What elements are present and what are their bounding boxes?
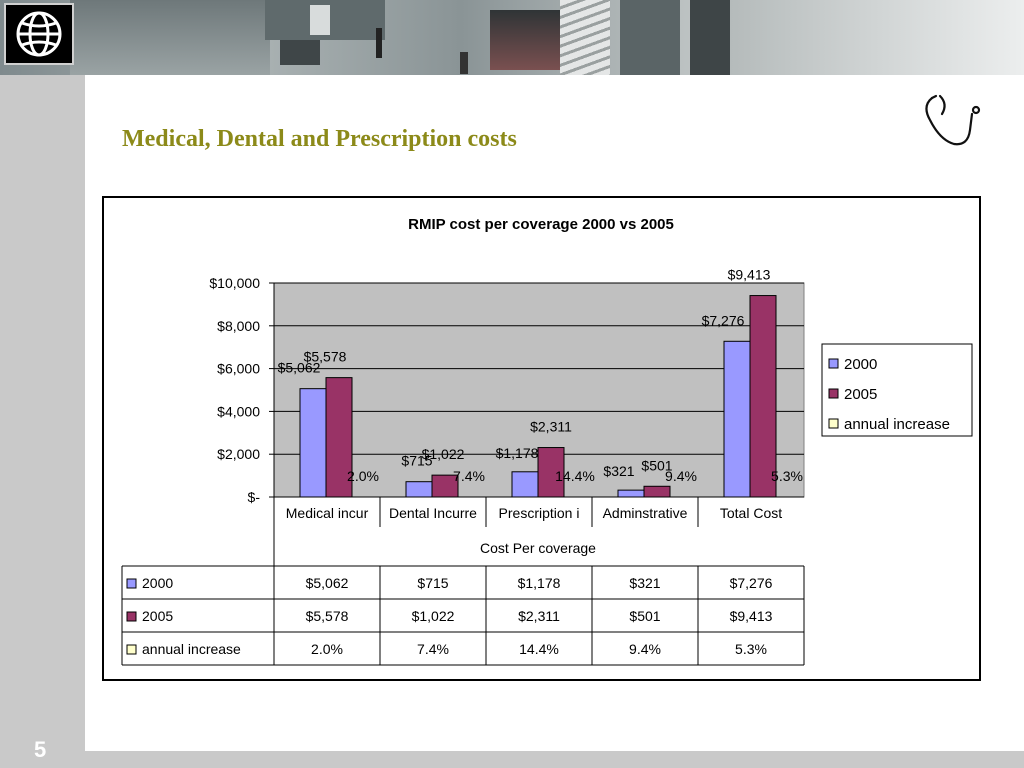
globe-icon <box>16 11 62 57</box>
table-cell: $321 <box>629 575 660 591</box>
table-series-name: 2005 <box>142 608 173 624</box>
data-label-2005: $9,413 <box>728 267 771 283</box>
data-label-increase: 2.0% <box>347 468 379 484</box>
legend-box <box>821 343 973 437</box>
data-label-2005: $5,578 <box>304 349 347 365</box>
table-cell: $1,178 <box>518 575 561 591</box>
y-tick-label: $4,000 <box>217 403 260 419</box>
data-label-2000: $5,062 <box>278 360 321 376</box>
bar-2000 <box>299 388 327 498</box>
table-swatch <box>126 611 137 622</box>
legend-entry: annual increase <box>844 416 950 433</box>
bar-2000 <box>723 340 751 498</box>
y-tick-label: $10,000 <box>209 275 260 291</box>
legend-entry: 2005 <box>844 386 877 403</box>
data-label-2000: $321 <box>603 463 634 479</box>
table-series-name: 2000 <box>142 575 173 591</box>
x-category-label: Dental Incurre <box>389 505 477 521</box>
chart-frame: RMIP cost per coverage 2000 vs 2005 $- $2… <box>102 196 981 681</box>
stethoscope-icon <box>925 94 981 146</box>
bar-2005 <box>643 485 671 498</box>
table-swatch <box>126 644 137 655</box>
table-cell: $7,276 <box>730 575 773 591</box>
bar-chart: RMIP cost per coverage 2000 vs 2005 $- $2… <box>121 216 973 666</box>
bar-2000 <box>405 481 433 498</box>
data-label-increase: 7.4% <box>453 468 485 484</box>
data-label-2000: $715 <box>401 453 432 469</box>
bar-2000 <box>511 471 539 498</box>
y-tick-label: $8,000 <box>217 318 260 334</box>
data-label-2005: $501 <box>641 457 672 473</box>
table-cell: $501 <box>629 608 660 624</box>
table-cell: $5,578 <box>306 608 349 624</box>
x-category-label: Total Cost <box>720 505 782 521</box>
legend-swatch <box>828 388 839 399</box>
x-category-label: Prescription i <box>499 505 580 521</box>
table-swatch <box>126 578 137 589</box>
data-label-2000: $1,178 <box>496 445 539 461</box>
table-cell: $1,022 <box>412 608 455 624</box>
footer-bar <box>0 751 1024 768</box>
data-label-2005: $2,311 <box>530 419 572 435</box>
x-category-label: Medical incur <box>286 505 369 521</box>
bar-2005 <box>749 295 777 498</box>
data-label-increase: 9.4% <box>665 468 697 484</box>
bar-2005 <box>325 377 353 498</box>
table-cell: 9.4% <box>629 641 661 657</box>
table-series-name: annual increase <box>142 641 241 657</box>
legend-swatch <box>828 418 839 429</box>
header-banner-photo <box>0 0 1024 75</box>
data-label-2005: $1,022 <box>422 446 465 462</box>
x-axis-label: Cost Per coverage <box>480 540 596 556</box>
bar-2000 <box>617 489 645 498</box>
y-tick-label: $6,000 <box>217 361 260 377</box>
table-cell: $5,062 <box>306 575 349 591</box>
y-tick-label: $2,000 <box>217 446 260 462</box>
chart-title: RMIP cost per coverage 2000 vs 2005 <box>408 216 674 233</box>
table-cell: 14.4% <box>519 641 559 657</box>
legend-swatch <box>828 358 839 369</box>
slide-title: Medical, Dental and Prescription costs <box>122 126 517 152</box>
table-cell: $2,311 <box>518 608 560 624</box>
data-label-increase: 5.3% <box>771 468 803 484</box>
table-cell: 7.4% <box>417 641 449 657</box>
table-cell: $9,413 <box>730 608 773 624</box>
table-cell: $715 <box>417 575 448 591</box>
data-label-increase: 14.4% <box>555 468 595 484</box>
legend-entry: 2000 <box>844 356 877 373</box>
table-cell: 2.0% <box>311 641 343 657</box>
y-tick-label: $- <box>248 489 261 505</box>
table-cell: 5.3% <box>735 641 767 657</box>
page-number: 5 <box>34 737 47 762</box>
world-bank-logo <box>4 3 74 65</box>
x-category-label: Adminstrative <box>603 505 688 521</box>
data-label-2000: $7,276 <box>702 312 745 328</box>
